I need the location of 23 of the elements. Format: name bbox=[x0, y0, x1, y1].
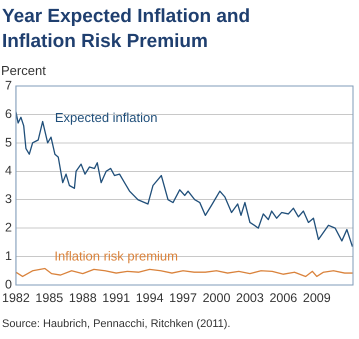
series-label: Expected inflation bbox=[54, 110, 158, 126]
y-tick-label: 1 bbox=[4, 249, 12, 264]
x-tick-label: 1988 bbox=[68, 290, 97, 305]
y-tick-label: 6 bbox=[4, 106, 12, 121]
x-tick-label: 1982 bbox=[2, 290, 30, 305]
x-tick-label: 1997 bbox=[169, 290, 198, 305]
y-tick-label: 0 bbox=[4, 277, 12, 292]
x-tick-label: 1994 bbox=[136, 290, 164, 305]
chart-title: Year Expected Inflation and Inflation Risk Premium bbox=[2, 5, 252, 54]
series-label: Inflation risk premium bbox=[54, 248, 178, 264]
y-tick-label: 2 bbox=[4, 220, 12, 235]
x-tick-label: 1985 bbox=[35, 290, 64, 305]
x-tick-label: 1991 bbox=[102, 290, 130, 305]
y-tick-label: 7 bbox=[4, 78, 12, 92]
y-tick-label: 5 bbox=[4, 135, 12, 150]
y-axis-title: Percent bbox=[1, 63, 46, 78]
y-tick-label: 4 bbox=[4, 164, 12, 178]
x-tick-label: 2006 bbox=[269, 290, 298, 305]
x-tick-label: 2000 bbox=[202, 290, 230, 305]
x-tick-label: 2009 bbox=[302, 290, 331, 305]
source-note: Source: Haubrich, Pennacchi, Ritchken (2011). bbox=[2, 318, 230, 330]
x-tick-label: 2003 bbox=[236, 290, 264, 305]
y-tick-label: 3 bbox=[4, 192, 12, 206]
